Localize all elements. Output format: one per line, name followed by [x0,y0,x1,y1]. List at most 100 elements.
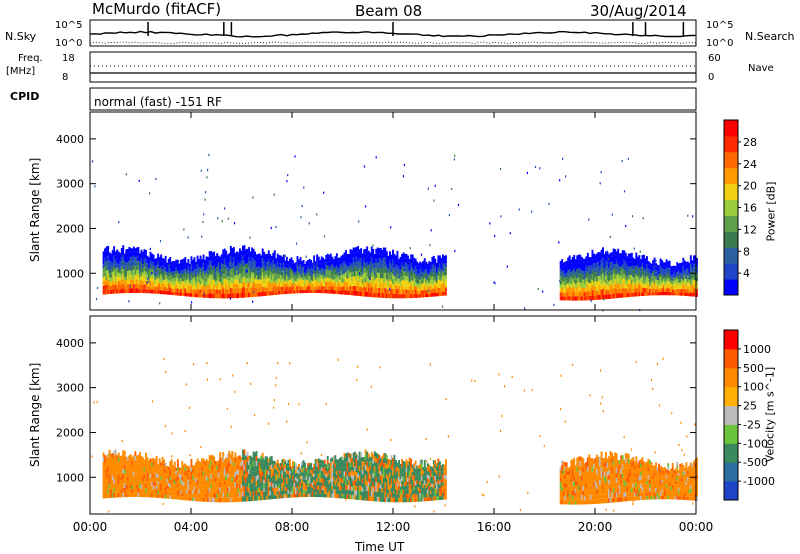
heatmap-cell [423,277,426,282]
heatmap-cell [624,270,627,276]
heatmap-cell [126,456,129,461]
heatmap-cell [298,464,300,468]
heatmap-cell [328,258,331,263]
heatmap-cell [392,269,394,274]
heatmap-cell [375,248,378,254]
heatmap-cell [339,466,341,471]
heatmap-cell [142,276,144,281]
heatmap-cell [355,286,358,291]
heatmap-cell [649,265,651,270]
heatmap-cell [193,493,196,498]
heatmap-cell [105,460,108,465]
heatmap-cell [161,283,164,287]
heatmap-cell [602,252,604,258]
heatmap-cell [682,273,685,277]
heatmap-cell [228,461,231,467]
heatmap-cell [190,280,193,285]
heatmap-speckle [207,168,209,171]
heatmap-cell [166,278,169,282]
heatmap-cell [352,290,355,296]
heatmap-cell [257,262,260,267]
heatmap-cell [272,460,275,465]
heatmap-cell [605,275,607,280]
heatmap-cell [431,260,434,265]
heatmap-cell [142,485,144,490]
heatmap-cell [125,485,128,489]
heatmap-cell [146,274,149,279]
heatmap-cell [435,279,438,283]
heatmap-cell [208,284,211,289]
heatmap-cell [332,493,335,498]
heatmap-cell [128,265,131,270]
heatmap-cell [292,276,294,281]
heatmap-cell [137,265,140,270]
heatmap-cell [381,293,384,298]
heatmap-cell [182,464,185,469]
heatmap-cell [567,261,570,267]
heatmap-cell [208,265,211,270]
heatmap-cell [302,493,305,498]
heatmap-cell [255,292,258,297]
heatmap-cell [219,487,222,493]
heatmap-cell [381,273,384,279]
heatmap-cell [251,287,253,293]
heatmap-cell [570,292,573,297]
heatmap-cell [614,249,617,255]
heatmap-cell [187,289,190,293]
heatmap-cell [632,288,635,293]
heatmap-cell [693,272,695,277]
heatmap-cell [102,471,105,476]
heatmap-cell [331,465,334,470]
heatmap-cell [273,476,276,480]
heatmap-cell [260,267,263,272]
heatmap-cell [612,268,615,274]
heatmap-cell [273,491,276,496]
heatmap-cell [242,449,244,455]
heatmap-cell [583,292,586,297]
heatmap-cell [266,491,269,496]
heatmap-cell [345,485,347,490]
heatmap-cell [225,260,228,265]
heatmap-cell [307,480,309,484]
heatmap-cell [670,266,673,269]
heatmap-cell [219,260,222,266]
heatmap-cell [110,269,113,274]
heatmap-cell [182,266,185,270]
heatmap-cell [340,286,343,291]
heatmap-cell [287,270,290,275]
heatmap-cell [198,481,200,486]
station-title: McMurdo (fitACF) [92,0,222,18]
heatmap-cell [213,461,216,466]
heatmap-cell [173,291,176,296]
heatmap-cell [251,282,253,288]
heatmap-cell [308,473,311,477]
heatmap-cell [192,497,194,501]
heatmap-cell [102,480,105,485]
heatmap-cell [591,264,594,270]
heatmap-cell [134,465,137,470]
heatmap-cell [385,274,388,280]
heatmap-cell [691,267,694,272]
heatmap-cell [217,268,220,273]
heatmap-cell [279,290,282,295]
heatmap-cell [594,286,597,291]
heatmap-cell [166,472,169,476]
heatmap-cell [254,292,256,297]
heatmap-cell [673,274,676,278]
heatmap-cell [275,272,278,277]
heatmap-cell [639,270,642,274]
heatmap-cell [680,292,683,296]
freq-panel [89,51,697,83]
heatmap-cell [132,463,135,468]
heatmap-cell [620,271,623,276]
heatmap-cell [235,479,238,484]
heatmap-cell [295,262,297,266]
heatmap-cell [334,455,337,460]
heatmap-cell [591,275,594,280]
heatmap-cell [175,291,178,296]
heatmap-cell [325,285,328,290]
heatmap-cell [667,278,670,282]
heatmap-cell [258,466,261,471]
heatmap-cell [254,471,256,477]
heatmap-cell [234,266,237,271]
